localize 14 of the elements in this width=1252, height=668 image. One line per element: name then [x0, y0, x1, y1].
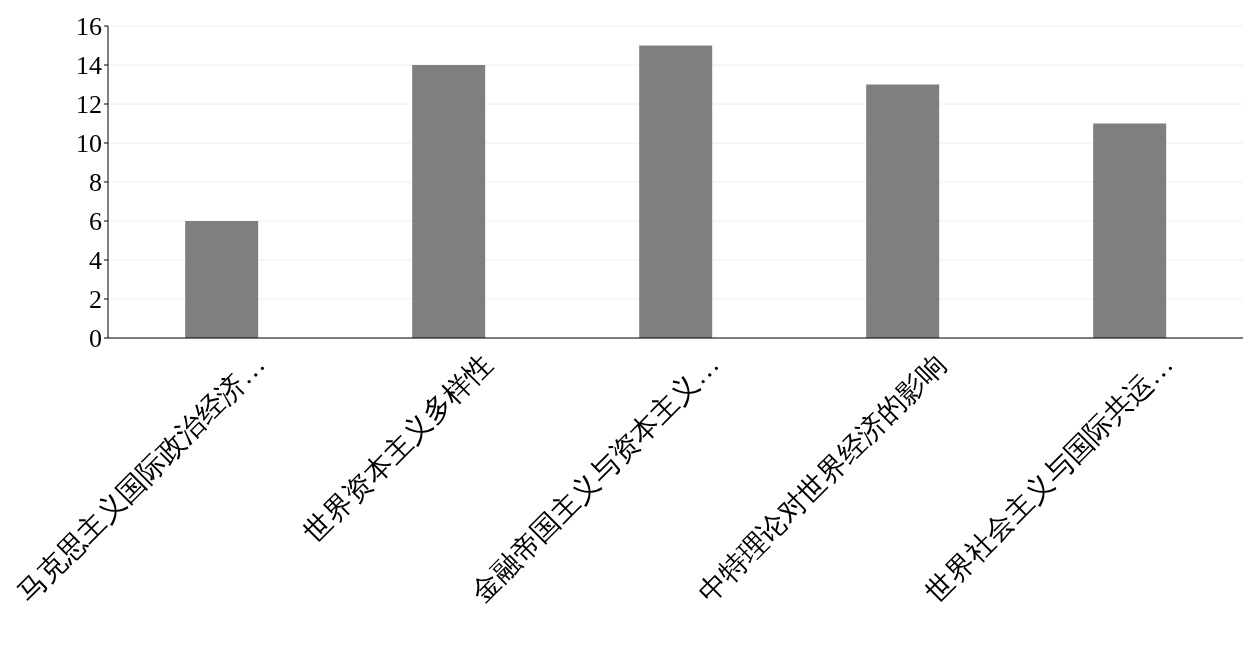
y-tick-label: 2 — [89, 285, 102, 315]
y-tick-label: 8 — [89, 168, 102, 198]
bar — [866, 84, 940, 338]
y-tick-label: 14 — [76, 51, 102, 81]
y-tick-label: 16 — [76, 12, 102, 42]
bar — [412, 65, 486, 338]
x-tick-label: 世界资本主义多样性 — [297, 348, 498, 549]
y-tick-label: 12 — [76, 90, 102, 120]
bar — [639, 45, 713, 338]
y-tick-label: 4 — [89, 246, 102, 276]
bar — [1093, 123, 1167, 338]
y-tick-label: 6 — [89, 207, 102, 237]
y-tick-label: 10 — [76, 129, 102, 159]
bar — [185, 221, 259, 338]
